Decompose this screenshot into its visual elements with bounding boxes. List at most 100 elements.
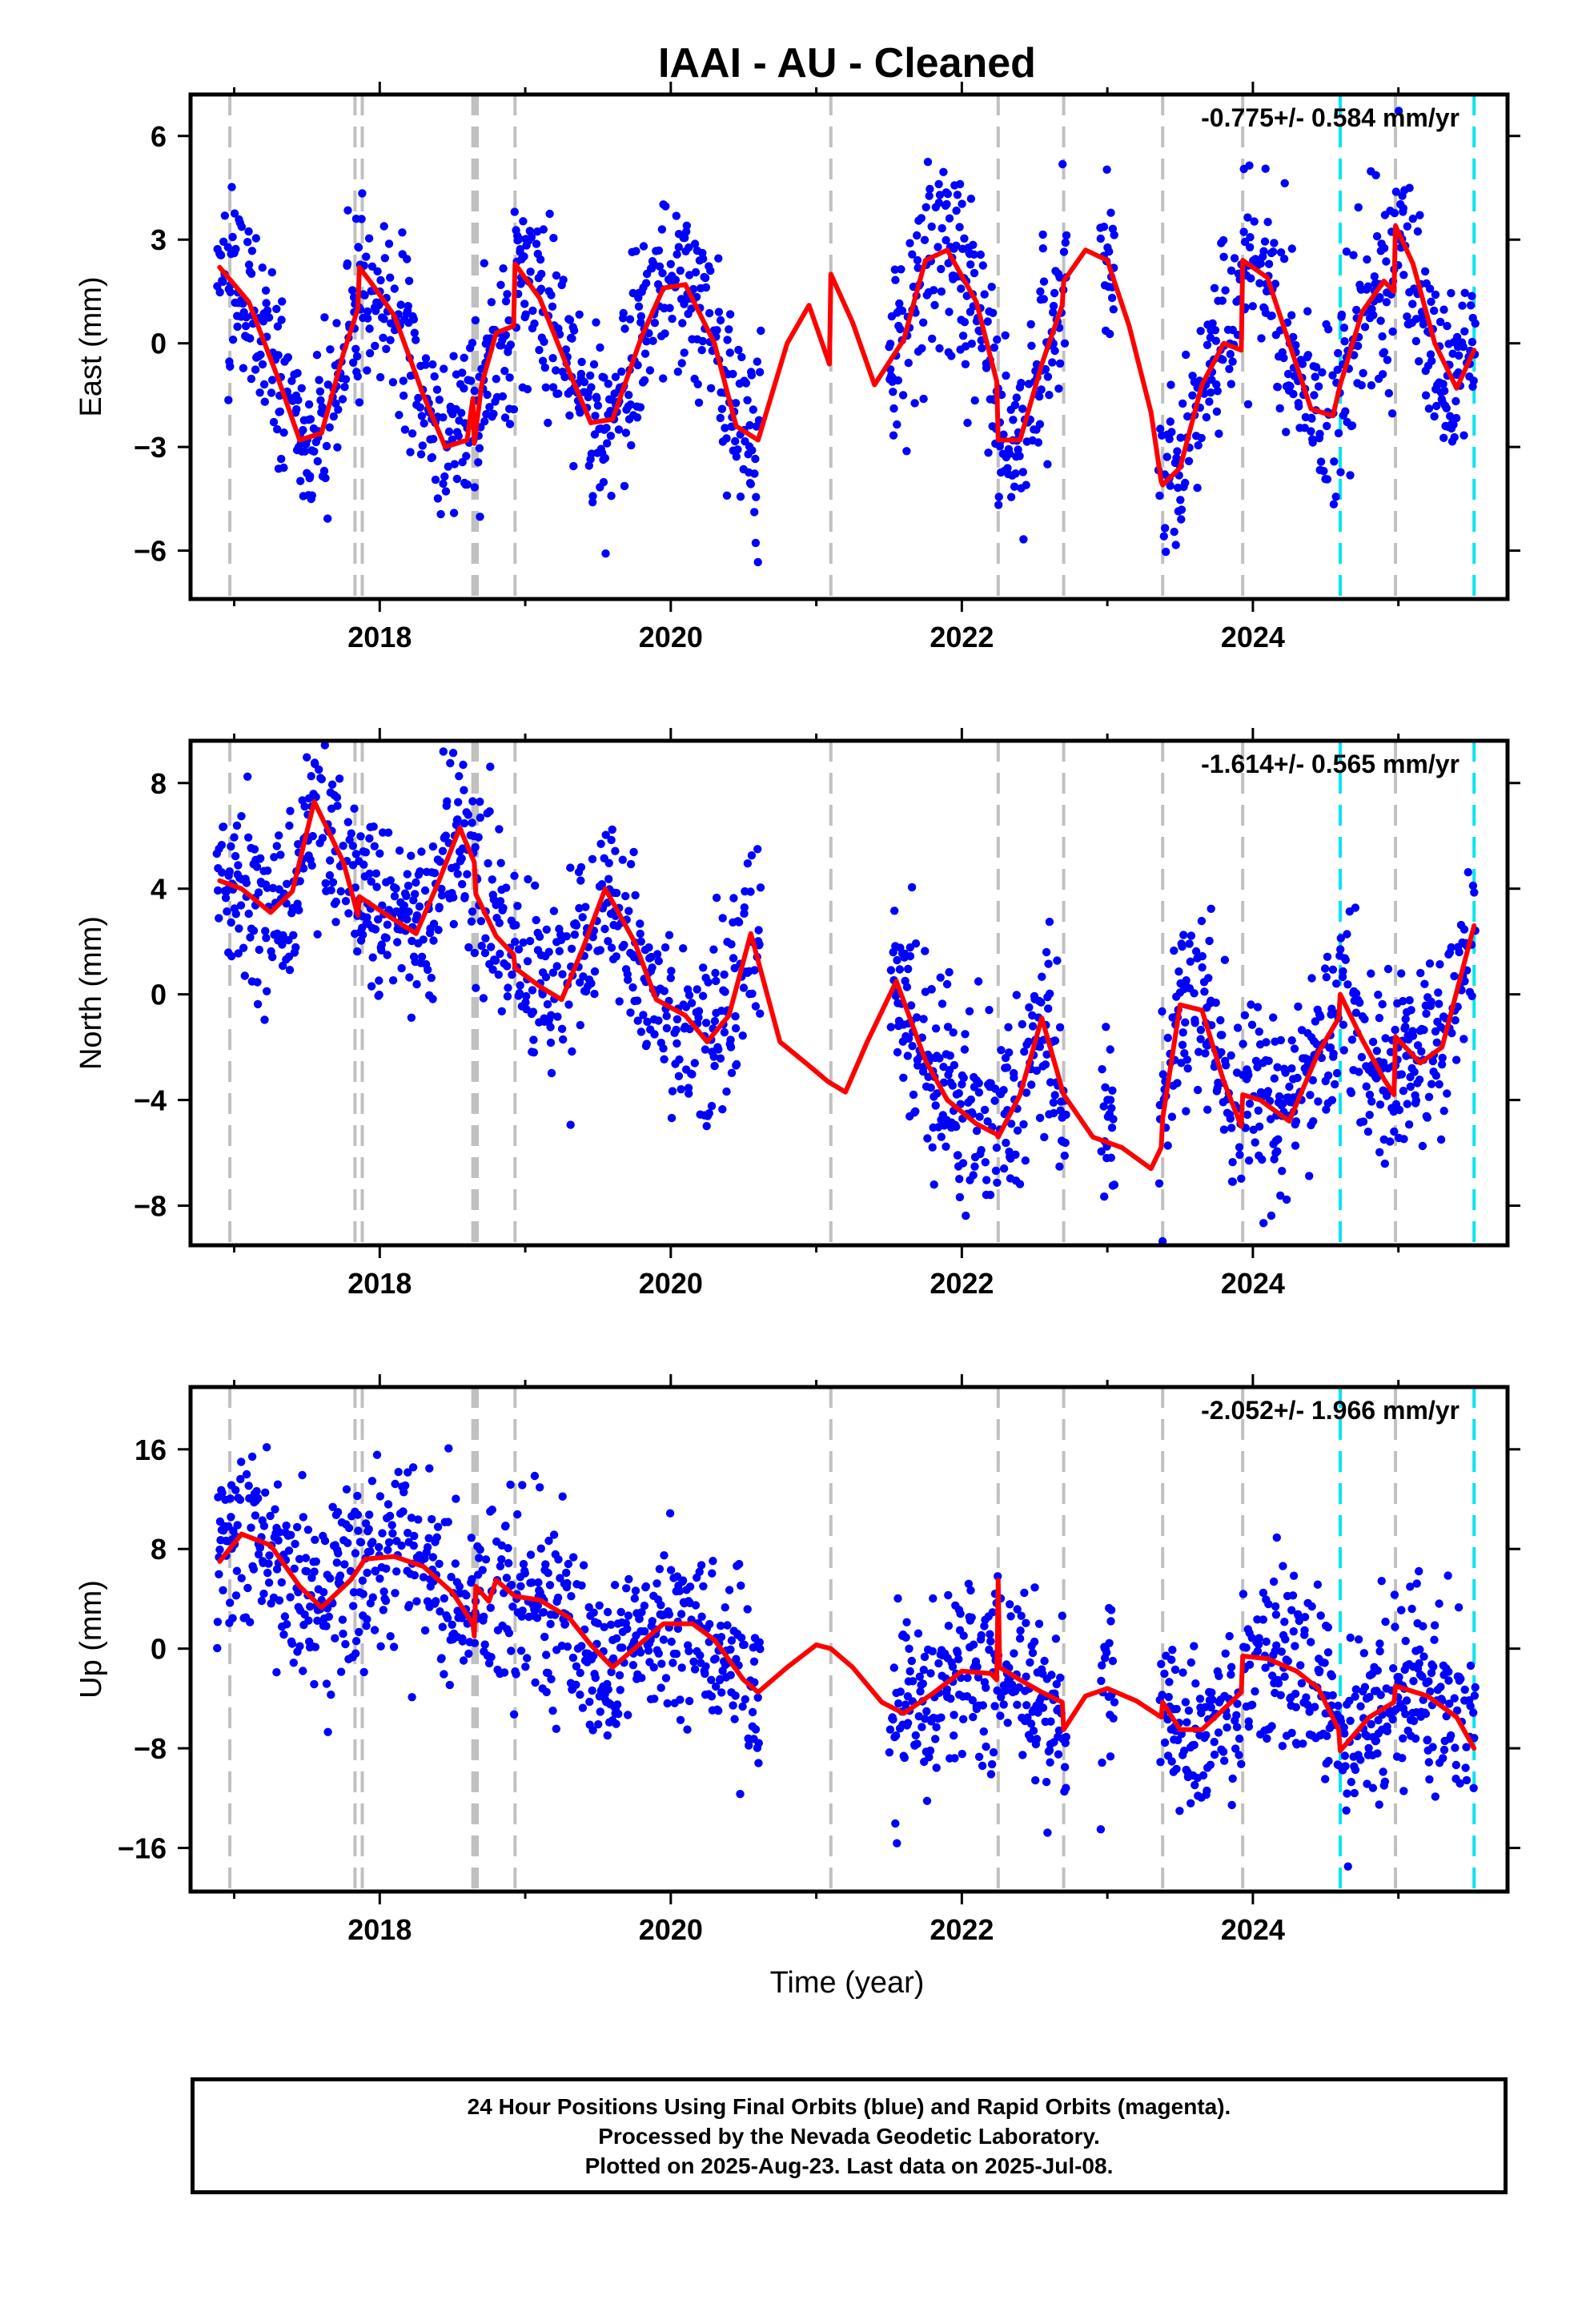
east-rate-annotation: -0.775+/- 0.584 mm/yr <box>1201 103 1460 132</box>
north-point <box>1328 965 1338 975</box>
east-model-line <box>217 223 1477 488</box>
up-point <box>547 1675 556 1683</box>
north-point <box>1060 1151 1070 1160</box>
east-point <box>379 333 387 342</box>
north-point <box>1424 1092 1434 1102</box>
east-point <box>404 276 414 285</box>
north-point <box>1262 1038 1271 1047</box>
east-point <box>733 445 742 454</box>
north-point <box>328 878 338 887</box>
east-point <box>1166 481 1174 490</box>
north-point <box>524 875 532 884</box>
east-point <box>1303 307 1312 316</box>
east-point <box>343 259 352 268</box>
north-point <box>404 881 413 891</box>
up-point <box>928 1647 938 1656</box>
north-point <box>907 883 917 892</box>
up-point <box>432 1533 441 1542</box>
north-point <box>420 886 430 895</box>
north-point <box>1455 947 1464 957</box>
east-point <box>500 413 510 422</box>
north-point <box>709 1052 718 1061</box>
east-point <box>587 383 596 392</box>
up-point <box>640 1626 649 1636</box>
up-point <box>893 1594 902 1603</box>
up-point <box>1062 1732 1071 1742</box>
up-point <box>443 1614 452 1622</box>
north-point <box>472 983 480 992</box>
up-point <box>544 1668 552 1678</box>
north-point <box>315 765 323 774</box>
up-point <box>1203 1786 1211 1795</box>
up-point <box>600 1622 608 1632</box>
up-point <box>447 1573 456 1582</box>
east-point <box>994 493 1003 501</box>
figure-title: IAAI - AU - Cleaned <box>658 40 1036 86</box>
east-point <box>1267 312 1276 320</box>
up-point <box>986 1637 995 1646</box>
up-point <box>1401 1710 1410 1719</box>
north-point <box>333 802 342 810</box>
east-point <box>746 480 755 489</box>
north-point <box>503 992 512 1001</box>
north-point <box>661 943 670 952</box>
north-point <box>244 833 253 842</box>
east-point <box>463 480 472 489</box>
north-point <box>393 938 402 947</box>
east-point <box>450 460 459 468</box>
north-x-tick-label: 2018 <box>347 1267 412 1300</box>
east-point <box>1225 364 1234 373</box>
up-y-tick-label: −8 <box>134 1732 167 1765</box>
north-point <box>279 961 287 971</box>
east-point <box>741 379 751 388</box>
east-point <box>1310 391 1319 400</box>
north-point <box>486 762 495 771</box>
north-point <box>416 867 424 876</box>
up-point <box>1343 1789 1351 1798</box>
east-point <box>1466 301 1476 310</box>
north-point <box>726 1043 736 1051</box>
east-point <box>632 247 640 255</box>
north-point <box>522 991 531 1001</box>
east-point <box>323 514 332 523</box>
up-point <box>1431 1792 1440 1801</box>
north-point <box>313 930 322 939</box>
east-point <box>226 287 235 296</box>
east-point <box>559 275 568 284</box>
east-point <box>480 417 489 426</box>
east-point <box>1027 341 1036 350</box>
up-x-tick-label: 2024 <box>1221 1913 1285 1946</box>
east-point <box>1333 365 1342 374</box>
up-point <box>284 1546 294 1555</box>
north-y-tick-label: −8 <box>134 1190 167 1223</box>
up-point <box>448 1620 456 1630</box>
up-point <box>926 1669 935 1678</box>
north-point <box>1411 1096 1421 1105</box>
east-point <box>375 372 385 382</box>
east-point <box>970 250 978 259</box>
north-point <box>1460 977 1469 986</box>
east-point <box>1239 227 1248 236</box>
up-point <box>950 1731 958 1740</box>
east-point <box>1442 404 1452 412</box>
north-point <box>511 937 520 947</box>
east-point <box>617 367 626 376</box>
east-point <box>966 195 976 203</box>
up-point <box>264 1559 273 1568</box>
up-point <box>1006 1612 1015 1621</box>
north-point <box>1285 1082 1294 1092</box>
east-point <box>621 428 631 437</box>
up-point <box>1346 1716 1355 1725</box>
up-point <box>1279 1562 1287 1570</box>
east-point <box>655 262 665 271</box>
north-point <box>1198 963 1207 972</box>
east-point <box>1176 496 1185 505</box>
up-point <box>1315 1667 1324 1675</box>
north-point <box>1196 1025 1206 1035</box>
up-point <box>1156 1758 1165 1767</box>
east-point <box>751 538 761 548</box>
up-point <box>1436 1683 1445 1691</box>
north-point <box>1390 1127 1399 1136</box>
north-point <box>289 931 298 940</box>
east-point <box>530 319 539 328</box>
